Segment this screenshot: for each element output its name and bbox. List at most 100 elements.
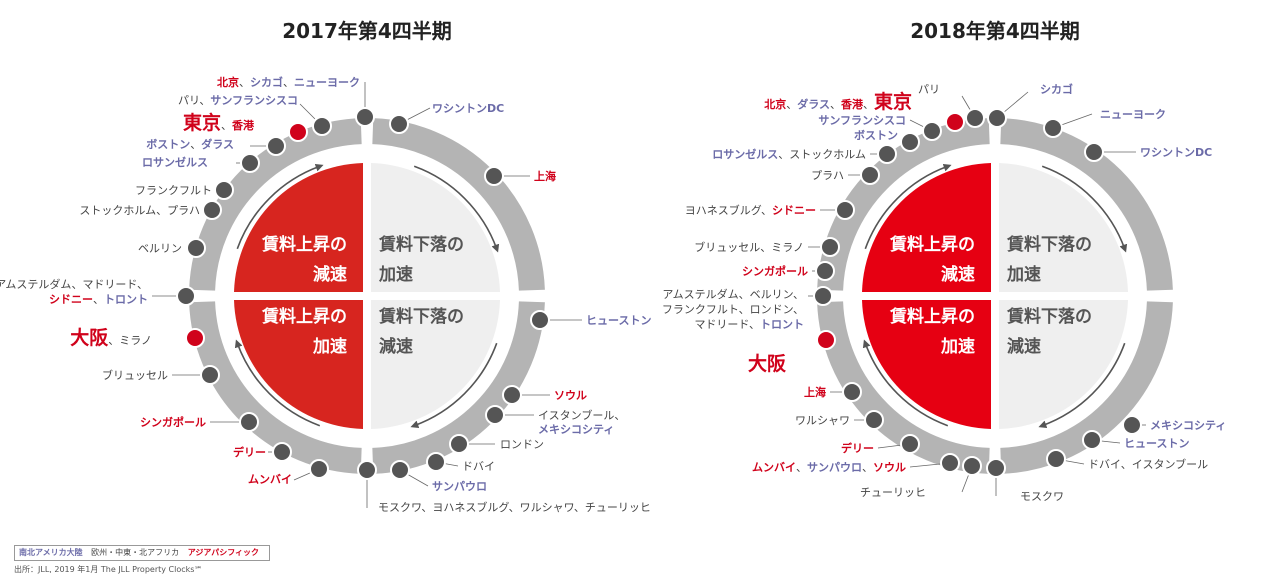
city-name: 、 [830, 98, 841, 111]
city-label: メキシコシティ [538, 423, 614, 436]
quadrant-label-top-right: 賃料下落の [378, 234, 464, 255]
city-dot [240, 153, 260, 173]
city-label: チューリッヒ [860, 486, 926, 499]
direction-arrow [413, 165, 500, 253]
city-name: ロンドン [750, 303, 794, 316]
quadrant-label-top-left: 賃料上昇の [889, 234, 975, 255]
city-name: メキシコシティ [1150, 419, 1226, 432]
city-name: ヒューストン [586, 314, 651, 327]
city-name: ムンバイ [248, 473, 292, 486]
city-dot [484, 166, 504, 186]
city-name: 、 [283, 76, 294, 89]
city-dot [272, 442, 292, 462]
city-name: 、 [221, 119, 232, 132]
quadrant-label-bottom-right: 減速 [1007, 336, 1041, 357]
city-label: マドリード、トロント [694, 318, 804, 331]
ring-segment [372, 301, 545, 474]
city-dot [900, 132, 920, 152]
ring-segment [189, 118, 362, 291]
city-name: ワルシャワ [520, 501, 574, 514]
city-label: ヒューストン [586, 314, 651, 327]
city-dot [965, 108, 985, 128]
city-label: ドバイ、イスタンブール [1088, 457, 1208, 471]
quadrant-label-top-right: 加速 [1006, 264, 1041, 285]
ring-segment [1000, 301, 1173, 474]
city-name: 、 [156, 204, 167, 217]
quadrant-label-top-left: 減速 [941, 264, 975, 285]
city-name: 、 [574, 501, 585, 514]
city-label: フランクフルト、ロンドン、 [662, 303, 804, 316]
city-label: サンフランシスコ [818, 114, 906, 127]
legend-americas: 南北アメリカ大陸 [19, 548, 83, 557]
quadrant-label-bottom-right: 賃料下落の [378, 306, 464, 327]
city-name: ヨハネスブルグ [685, 203, 762, 217]
quadrant-label-bottom-left: 賃料上昇の [261, 306, 347, 327]
city-name: トロント [760, 318, 804, 331]
city-dot [426, 452, 446, 472]
city-dot [835, 200, 855, 220]
city-name: ストックホルム [79, 204, 156, 217]
quadrant-label-top-right: 賃料下落の [1006, 234, 1092, 255]
city-dot [357, 460, 377, 480]
city-name: モスクワ [1020, 490, 1064, 503]
quadrant-top-right [999, 163, 1128, 292]
city-label: シカゴ [1040, 82, 1073, 96]
city-name: ヒューストン [1124, 437, 1189, 450]
clock-title: 2018年第4四半期 [910, 19, 1080, 43]
city-name: 、 [786, 98, 797, 111]
city-dot [877, 144, 897, 164]
city-name: フランクフルト [662, 303, 739, 316]
source-note: 出所：JLL, 2019 年1月 The JLL Property Clocks… [14, 565, 203, 574]
city-label: ヨハネスブルグ、シドニー [685, 203, 816, 217]
city-label: プラハ [811, 169, 844, 182]
city-dot [449, 434, 469, 454]
quadrant-bottom-right [371, 300, 500, 429]
legend-emea: 欧州・中東・北アフリカ [91, 548, 180, 557]
city-name: 東京 [874, 90, 912, 113]
city-dot [900, 434, 920, 454]
city-label: ムンバイ [248, 473, 292, 486]
city-label: ロンドン [500, 438, 544, 451]
city-name: ロサンゼルス [142, 155, 208, 169]
city-name: 、 [739, 288, 750, 301]
city-label: デリー [233, 445, 266, 459]
city-name: アムステルダム [0, 277, 71, 291]
legend-apac: アジアパシフィック [187, 548, 260, 557]
city-name: 、 [614, 409, 625, 422]
city-dot-highlight [945, 112, 965, 132]
city-name: シドニー [49, 293, 93, 306]
city-name: ワシントンDC [1140, 146, 1212, 159]
clock-diagram-canvas: 2017年第4四半期賃料上昇の減速賃料下落の加速賃料上昇の加速賃料下落の減速北京… [0, 19, 1226, 514]
city-dot [815, 261, 835, 281]
ring-segment [372, 118, 545, 291]
city-name: 大阪 [748, 352, 787, 375]
city-dot [962, 456, 982, 476]
quadrant-bottom-right [999, 300, 1128, 429]
city-dot [389, 114, 409, 134]
city-name: プラハ [811, 169, 844, 182]
city-label: パリ、サンフランシスコ [178, 94, 298, 107]
city-dot-highlight [185, 328, 205, 348]
quadrant-label-bottom-right: 賃料下落の [1006, 306, 1092, 327]
city-name: ミラノ [771, 241, 804, 254]
city-name: メキシコシティ [538, 423, 614, 436]
city-label: 大阪 [748, 352, 787, 375]
city-name: 、 [509, 501, 520, 514]
city-name: ニューヨーク [1100, 108, 1166, 121]
city-name: 、 [761, 204, 772, 217]
city-label: ムンバイ、サンパウロ、ソウル [752, 461, 906, 474]
city-label: 北京、ダラス、香港、東京 [764, 90, 912, 113]
city-name: ドバイ [1088, 458, 1121, 471]
city-label: パリ [918, 83, 940, 96]
city-dot [813, 286, 833, 306]
city-name: ミラノ [119, 334, 152, 347]
quadrant-top-left [862, 163, 991, 292]
city-dot [986, 458, 1006, 478]
city-label: ブリュッセル [102, 368, 168, 382]
city-dot [186, 238, 206, 258]
region-legend: 南北アメリカ大陸 欧州・中東・北アフリカ アジアパシフィック [14, 545, 271, 561]
city-label: ロサンゼルス [142, 155, 208, 169]
direction-arrow [410, 342, 498, 429]
city-name: マドリード [694, 318, 749, 331]
